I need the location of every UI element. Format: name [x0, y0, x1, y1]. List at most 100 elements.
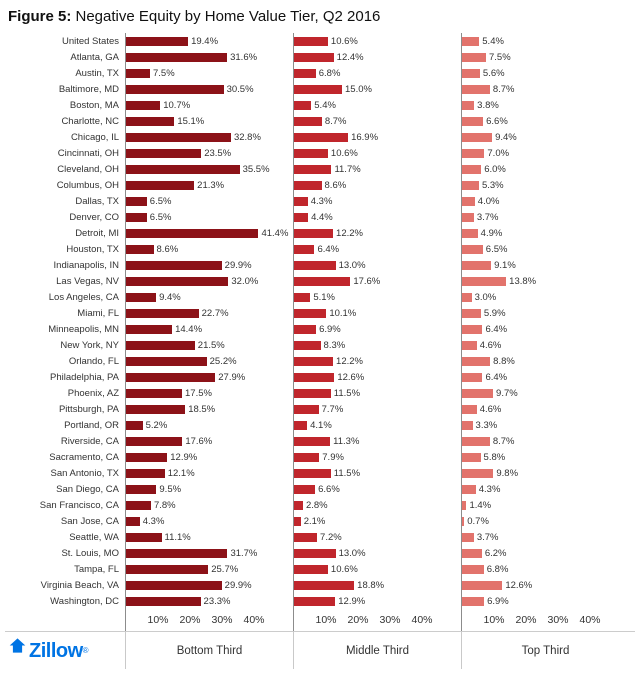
- value-label: 21.3%: [197, 179, 225, 191]
- value-label: 4.9%: [480, 227, 503, 239]
- bar: [294, 580, 355, 590]
- value-label: 23.5%: [204, 147, 232, 159]
- bar: [126, 436, 183, 446]
- bar: [462, 148, 485, 158]
- bar-cell-middle-third: 8.6%: [293, 177, 461, 193]
- value-label: 11.1%: [164, 531, 191, 543]
- metro-label: Minneapolis, MN: [48, 323, 119, 335]
- x-axis-bottom-third: 10% 20% 30% 40%: [125, 609, 293, 631]
- bar-cell-middle-third: 5.1%: [293, 289, 461, 305]
- bar-cell-middle-third: 6.4%: [293, 241, 461, 257]
- value-label: 6.9%: [487, 595, 509, 607]
- bar-cell-bottom-third: 6.5%: [125, 193, 293, 209]
- bar-cell-middle-third: 4.4%: [293, 209, 461, 225]
- chart-row: Columbus, OH 21.3% 8.6% 5.3%: [5, 177, 635, 193]
- bar: [462, 260, 492, 270]
- bar: [462, 116, 484, 126]
- bar-cell-bottom-third: 23.5%: [125, 145, 293, 161]
- value-label: 5.6%: [482, 67, 505, 79]
- bar-cell-top-third: 3.3%: [461, 417, 629, 433]
- bar: [126, 564, 209, 574]
- chart-row: United States 19.4% 10.6% 5.4%: [5, 33, 635, 49]
- metro-label: St. Louis, MO: [61, 547, 119, 559]
- bar-cell-top-third: 6.4%: [461, 369, 629, 385]
- bar-cell-bottom-third: 10.7%: [125, 97, 293, 113]
- metro-label: Indianapolis, IN: [53, 259, 119, 271]
- bar: [294, 324, 317, 334]
- value-label: 13.0%: [338, 259, 366, 271]
- bar-cell-middle-third: 11.7%: [293, 161, 461, 177]
- bar-cell-bottom-third: 5.2%: [125, 417, 293, 433]
- bar-cell-top-third: 9.7%: [461, 385, 629, 401]
- axis-tick-label: 10%: [147, 614, 169, 626]
- value-label: 8.7%: [492, 435, 515, 447]
- value-label: 35.5%: [242, 163, 270, 175]
- figure-title-text: Negative Equity by Home Value Tier, Q2 2…: [71, 8, 381, 25]
- value-label: 5.4%: [482, 35, 504, 47]
- axis-tick-label: 40%: [411, 614, 433, 626]
- value-label: 6.6%: [486, 115, 508, 127]
- bar-cell-bottom-third: 25.7%: [125, 561, 293, 577]
- bar-cell-bottom-third: 4.3%: [125, 513, 293, 529]
- bar-cell-middle-third: 5.4%: [293, 97, 461, 113]
- bar-cell-middle-third: 11.3%: [293, 433, 461, 449]
- chart-row: Portland, OR 5.2% 4.1% 3.3%: [5, 417, 635, 433]
- bar-cell-top-third: 5.6%: [461, 65, 629, 81]
- bar-cell-middle-third: 13.0%: [293, 257, 461, 273]
- bar: [462, 388, 494, 398]
- metro-label: United States: [61, 35, 119, 47]
- bar-cell-bottom-third: 9.5%: [125, 481, 293, 497]
- bar-cell-bottom-third: 32.0%: [125, 273, 293, 289]
- value-label: 25.7%: [211, 563, 239, 575]
- bar: [462, 68, 480, 78]
- value-label: 6.9%: [319, 323, 341, 335]
- bar: [294, 500, 303, 510]
- bar: [294, 164, 332, 174]
- bar: [126, 84, 224, 94]
- bar: [462, 228, 478, 238]
- bar: [126, 596, 201, 606]
- value-label: 32.8%: [233, 131, 261, 143]
- metro-label: Houston, TX: [66, 243, 119, 255]
- value-label: 8.6%: [324, 179, 347, 191]
- value-label: 3.3%: [475, 419, 498, 431]
- value-label: 12.6%: [337, 371, 365, 383]
- bar: [462, 580, 503, 590]
- value-label: 29.9%: [224, 259, 252, 271]
- bar: [462, 340, 477, 350]
- value-label: 11.5%: [333, 387, 361, 399]
- value-label: 29.9%: [224, 579, 252, 591]
- value-label: 4.4%: [311, 211, 333, 223]
- chart-row: Riverside, CA 17.6% 11.3% 8.7%: [5, 433, 635, 449]
- value-label: 6.6%: [318, 483, 340, 495]
- footer: Zillow ® Bottom Third Middle Third Top T…: [5, 631, 635, 669]
- metro-label: Seattle, WA: [69, 531, 119, 543]
- bar-cell-middle-third: 2.1%: [293, 513, 461, 529]
- bar: [294, 100, 312, 110]
- value-label: 19.4%: [191, 35, 219, 47]
- bar-cell-bottom-third: 19.4%: [125, 33, 293, 49]
- bar: [294, 468, 331, 478]
- bar-cell-bottom-third: 12.9%: [125, 449, 293, 465]
- axis-tick-label: 30%: [379, 614, 401, 626]
- bar-cell-bottom-third: 29.9%: [125, 257, 293, 273]
- bar-cell-bottom-third: 14.4%: [125, 321, 293, 337]
- value-label: 23.3%: [203, 595, 231, 607]
- chart-row: Seattle, WA 11.1% 7.2% 3.7%: [5, 529, 635, 545]
- axis-tick-label: 30%: [211, 614, 233, 626]
- bar: [462, 484, 476, 494]
- value-label: 9.1%: [494, 259, 516, 271]
- axis-tick-label: 10%: [483, 614, 505, 626]
- bar: [126, 324, 173, 334]
- bar-cell-middle-third: 12.4%: [293, 49, 461, 65]
- bar: [126, 148, 202, 158]
- value-label: 6.8%: [486, 563, 509, 575]
- bar-cell-top-third: 4.6%: [461, 337, 629, 353]
- bar-cell-top-third: 7.0%: [461, 145, 629, 161]
- x-axis-top-third: 10% 20% 30% 40%: [461, 609, 629, 631]
- bar-cell-bottom-third: 35.5%: [125, 161, 293, 177]
- bar: [294, 244, 315, 254]
- chart-row: Miami, FL 22.7% 10.1% 5.9%: [5, 305, 635, 321]
- value-label: 4.3%: [478, 483, 501, 495]
- value-label: 4.3%: [142, 515, 165, 527]
